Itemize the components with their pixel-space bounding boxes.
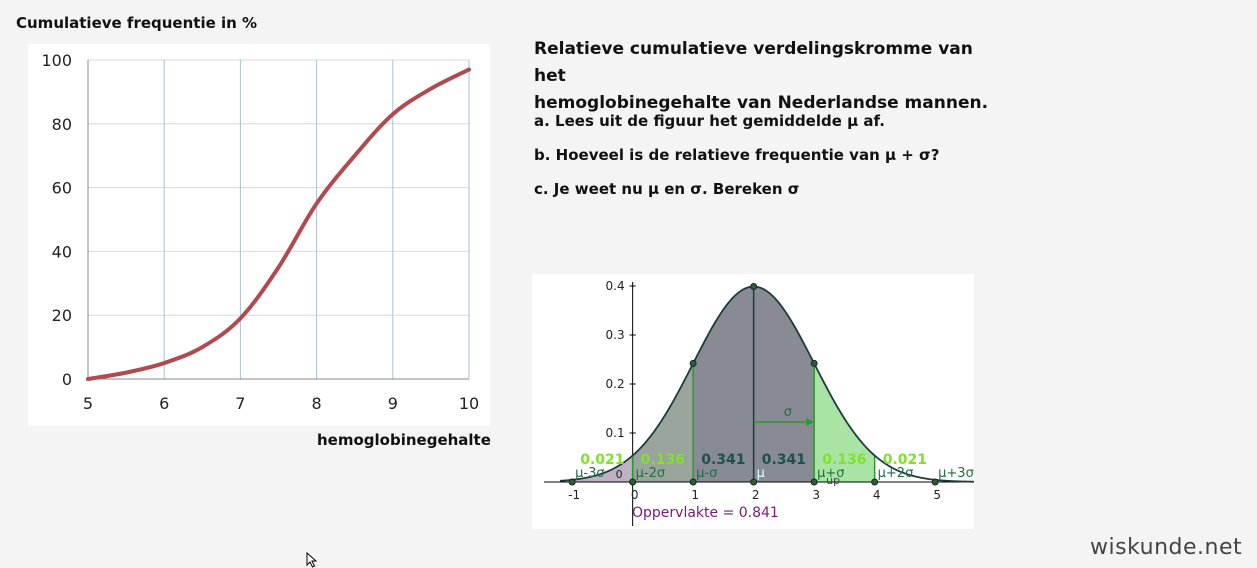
up-label: up [826,474,840,487]
x-tick-label: 6 [159,394,169,413]
axis-point [689,478,697,486]
curve-point [689,359,697,367]
question-b: b. Hoeveel is de relatieve frequentie va… [534,146,940,164]
curve-point [750,283,758,291]
region-label: μ-2σ [636,466,665,481]
x-tick-label: 9 [388,394,398,413]
region-label: μ-3σ [575,466,604,481]
probability-label: 0.341 [701,452,745,468]
left-chart-ylabel: Cumulatieve frequentie in % [16,14,258,32]
probability-label: 0.136 [641,452,685,468]
x-tick-label: 0 [631,488,639,502]
x-tick-label: 5 [933,488,941,502]
exercise-heading: Relatieve cumulatieve verdelingskromme v… [534,36,994,117]
x-tick-label: 4 [873,488,881,502]
x-tick-label: 10 [459,394,479,413]
y-tick-label: 0.1 [606,426,625,440]
x-tick-label: -1 [568,488,580,502]
mouse-pointer-icon [306,552,318,568]
x-tick-label: 7 [235,394,245,413]
probability-label: 0.021 [883,452,927,468]
sigma-label: σ [784,405,792,420]
probability-label: 0.021 [580,452,624,468]
region-label: μ-σ [696,466,717,481]
axis-point [810,478,818,486]
cumulative-curve [86,67,471,381]
question-c: c. Je weet nu μ en σ. Bereken σ [534,180,800,198]
probability-label: 0.341 [762,452,806,468]
heading-line-2: hemoglobinegehalte van Nederlandse manne… [534,93,989,113]
region-label: μ+σ [817,466,844,481]
y-tick-label: 100 [41,51,72,70]
heading-line-1: Relatieve cumulatieve verdelingskromme v… [534,39,973,86]
y-tick-label: 80 [52,115,72,134]
x-tick-label: 5 [83,394,93,413]
origin-label: 0 [616,468,623,481]
x-tick-label: 1 [691,488,699,502]
axis-point [629,478,637,486]
x-tick-label: 3 [812,488,820,502]
probability-label: 0.136 [822,452,866,468]
y-tick-label: 0.4 [606,279,625,293]
y-tick-label: 60 [52,179,72,198]
sigma-arrow-head [806,418,815,426]
normal-distribution-chart: 0.1 0.2 0.3 0.4 -1 0 1 2 3 4 5 0 σ 0.021 0.136 0.341 0.3… [532,274,974,529]
left-chart-xlabel: hemoglobinegehalte [317,431,491,449]
y-tick-label: 40 [52,242,72,261]
cumulative-frequency-chart: 0 20 40 60 80 100 5 6 7 8 9 10 [28,44,490,426]
curve-point [810,359,818,367]
normal-curve [559,285,974,483]
region-label: μ [757,466,765,481]
region-label: μ+2σ [878,466,914,481]
axis-point [931,478,939,486]
x-tick-label: 8 [312,394,322,413]
axis-point [750,478,758,486]
axis-point [871,478,879,486]
question-a: a. Lees uit de figuur het gemiddelde μ a… [534,112,885,130]
y-tick-label: 0.2 [606,377,625,391]
y-tick-label: 0.3 [606,328,625,342]
x-tick-label: 2 [752,488,760,502]
y-tick-label: 20 [52,306,72,325]
area-label: Oppervlakte = 0.841 [632,505,779,521]
region-label: μ+3σ [938,466,974,481]
axis-point [568,478,576,486]
site-watermark: wiskunde.net [1090,535,1243,560]
y-tick-label: 0 [62,370,72,389]
